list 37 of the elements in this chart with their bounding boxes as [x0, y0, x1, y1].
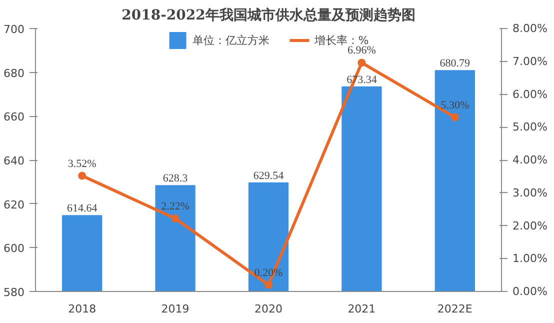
y-tick-label: 640: [4, 154, 25, 168]
y-tick-label: 600: [4, 242, 25, 256]
data-label: 629.54: [253, 170, 284, 182]
data-label: 3.52%: [68, 158, 96, 170]
data-label: 6.96%: [347, 44, 376, 57]
y-tick-label: 620: [4, 198, 25, 212]
y2-tick-label: 5.00%: [512, 120, 548, 134]
x-tick-label: 2022E: [437, 302, 472, 316]
y2-tick-label: 0.00%: [512, 285, 548, 298]
y2-tick-label: 7.00%: [512, 54, 548, 68]
data-label: 5.30%: [440, 99, 470, 112]
data-label: 680.79: [440, 58, 471, 70]
chart-title: 2018-2022年我国城市供水总量及预测趋势图: [122, 6, 416, 24]
data-label: 614.64: [66, 202, 98, 215]
point: [358, 58, 366, 67]
y2-tick-label: 3.00%: [512, 186, 548, 200]
x-tick-label: 2019: [161, 302, 190, 316]
y2-tick-label: 4.00%: [512, 154, 548, 166]
x-tick-label: 2018: [68, 302, 96, 316]
y-tick-label: 580: [4, 286, 25, 299]
point: [450, 113, 459, 122]
y2-tick-label: 8.00%: [512, 22, 548, 35]
y2-tick-label: 1.00%: [512, 252, 548, 266]
y-tick-label: 660: [4, 110, 25, 124]
point: [78, 172, 86, 180]
data-label: 2.22%: [161, 200, 190, 213]
y2-tick-label: 2.00%: [512, 219, 548, 232]
y2-tick-label: 6.00%: [512, 88, 548, 101]
y-tick-label: 700: [4, 23, 25, 36]
x-tick-label: 2020: [254, 302, 283, 316]
legend-label: 单位：亿立方米: [192, 32, 270, 48]
data-label: 628.3: [162, 172, 188, 185]
x-tick-label: 2021: [348, 302, 376, 316]
y-tick-label: 680: [4, 66, 25, 80]
point: [264, 280, 272, 289]
point: [171, 214, 180, 223]
legend-label: 增长率：%: [314, 32, 369, 46]
